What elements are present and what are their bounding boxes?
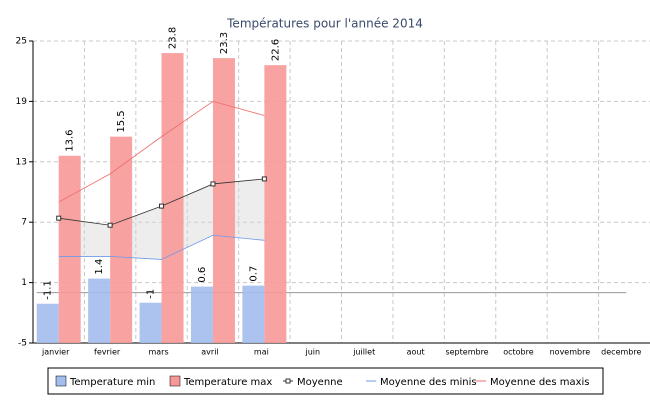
legend-swatch (169, 375, 181, 387)
y-tick-label: 13 (16, 157, 27, 167)
x-tick-label: decembre (601, 348, 641, 357)
bar (190, 286, 213, 343)
chart-title: Températures pour l'année 2014 (226, 17, 423, 31)
legend-label: Temperature min (69, 377, 155, 388)
x-tick-label: aout (407, 348, 425, 357)
bar (110, 136, 133, 343)
y-tick-label: 19 (16, 97, 28, 107)
x-tick-label: avril (201, 348, 218, 357)
y-tick-label: 25 (16, 37, 27, 47)
legend-label: Moyenne des maxis (490, 377, 590, 388)
bar (242, 285, 265, 343)
x-tick-label: juillet (352, 348, 375, 357)
value-label: 22.6 (270, 39, 281, 61)
value-label: 13.6 (65, 129, 76, 151)
x-tick-label: janvier (41, 348, 70, 357)
point (56, 215, 62, 221)
x-tick-label: octobre (503, 348, 534, 357)
y-tick-label: 7 (21, 218, 27, 228)
legend-box (47, 367, 604, 395)
point (159, 203, 165, 209)
point (261, 176, 267, 182)
bar (88, 278, 111, 343)
y-tick-label: 1 (21, 278, 27, 288)
x-tick-label: mai (254, 348, 269, 357)
bar (139, 302, 162, 343)
x-tick-label: novembre (550, 348, 591, 357)
x-tick-label: septembre (445, 348, 488, 357)
value-label: 23.3 (219, 32, 230, 54)
value-label: 23.8 (168, 27, 179, 49)
legend-label: Moyenne (297, 377, 343, 388)
x-tick-label: mars (148, 348, 168, 357)
bar (212, 58, 235, 343)
bar (264, 65, 287, 343)
value-label: 0.7 (248, 266, 259, 282)
bar (36, 303, 59, 343)
bar (58, 155, 81, 343)
point (107, 222, 113, 228)
value-label: 15.5 (116, 110, 127, 132)
y-tick-label: -5 (18, 339, 27, 349)
value-label: 1.4 (94, 259, 105, 275)
x-tick-label: fevrier (94, 348, 121, 357)
value-label: -1.1 (43, 280, 54, 300)
line (58, 100, 265, 203)
value-label: 0.6 (197, 267, 208, 283)
legend-swatch (55, 375, 67, 387)
point (210, 181, 216, 187)
value-label: -1 (146, 289, 157, 299)
legend-marker (285, 378, 291, 384)
x-tick-label: juin (304, 348, 320, 357)
legend-label: Moyenne des minis (380, 377, 477, 388)
legend-label: Temperature max (183, 377, 272, 388)
line (58, 234, 265, 260)
